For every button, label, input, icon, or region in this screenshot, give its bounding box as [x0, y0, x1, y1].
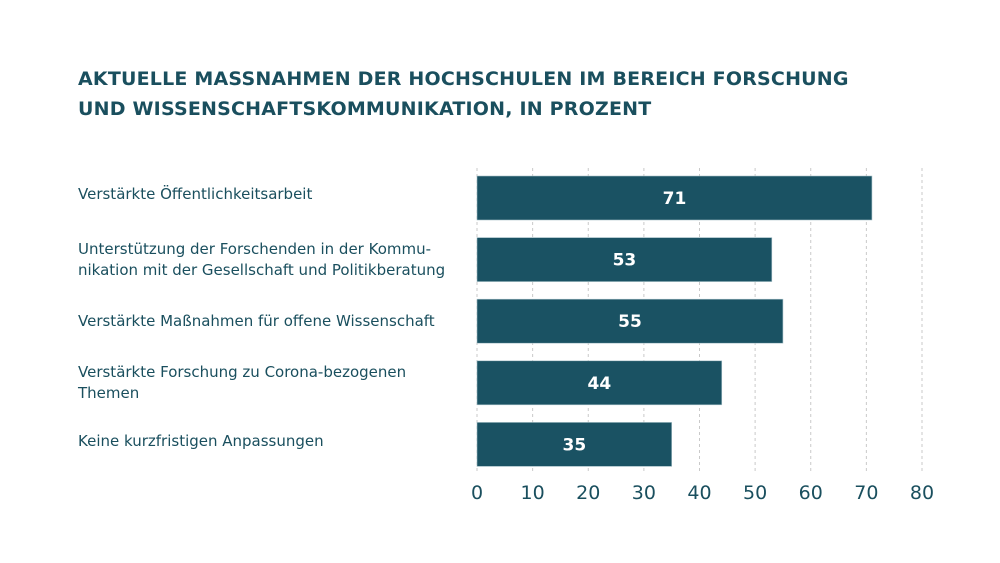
category-label-line: Verstärkte Maßnahmen für offene Wissensc…	[78, 311, 435, 330]
chart-title: AKTUELLE MASSNAHMEN DER HOCHSCHULEN IM B…	[78, 64, 898, 124]
x-tick-label: 70	[854, 482, 878, 504]
bar	[476, 422, 672, 467]
x-tick-label: 50	[743, 482, 767, 504]
category-label: Verstärkte Forschung zu Corona-bezogenen…	[78, 362, 458, 404]
category-label: Verstärkte Maßnahmen für offene Wissensc…	[78, 311, 458, 332]
x-tick-label: 30	[632, 482, 656, 504]
chart-title-line-1: AKTUELLE MASSNAHMEN DER HOCHSCHULEN IM B…	[78, 68, 849, 90]
chart-title-line-2: UND WISSENSCHAFTSKOMMUNIKATION, IN PROZE…	[78, 98, 652, 120]
category-label: Unterstützung der Forschenden in der Kom…	[78, 239, 458, 281]
category-label-line: nikation mit der Gesellschaft und Politi…	[78, 260, 446, 279]
x-axis-ticks: 0 10 20 30 40 50 60 70 80	[471, 482, 934, 504]
bar-value-label: 55	[618, 312, 642, 332]
bar-value-label: 53	[613, 251, 637, 271]
bars: 71 53 55 44 35	[476, 175, 873, 467]
x-tick-label: 0	[471, 482, 483, 504]
category-label-line: Verstärkte Öffentlichkeitsarbeit	[78, 184, 313, 203]
bar	[476, 237, 773, 282]
x-tick-label: 40	[687, 482, 711, 504]
bar-value-label: 71	[663, 189, 687, 209]
x-tick-label: 80	[910, 482, 934, 504]
category-label-line: Themen	[78, 383, 140, 402]
bar-value-label: 44	[588, 374, 612, 394]
bar	[476, 175, 873, 221]
category-label: Verstärkte Öffentlichkeitsarbeit	[78, 184, 458, 205]
bar	[476, 298, 784, 344]
category-label-line: Keine kurzfristigen Anpassungen	[78, 431, 324, 450]
category-label: Keine kurzfristigen Anpassungen	[78, 431, 458, 452]
x-tick-label: 10	[521, 482, 545, 504]
x-tick-label: 60	[799, 482, 823, 504]
bar-value-label: 35	[563, 435, 587, 455]
bar	[476, 360, 723, 406]
category-label-line: Verstärkte Forschung zu Corona-bezogenen	[78, 362, 407, 381]
x-tick-label: 20	[576, 482, 600, 504]
category-label-line: Unterstützung der Forschenden in der Kom…	[78, 239, 432, 258]
